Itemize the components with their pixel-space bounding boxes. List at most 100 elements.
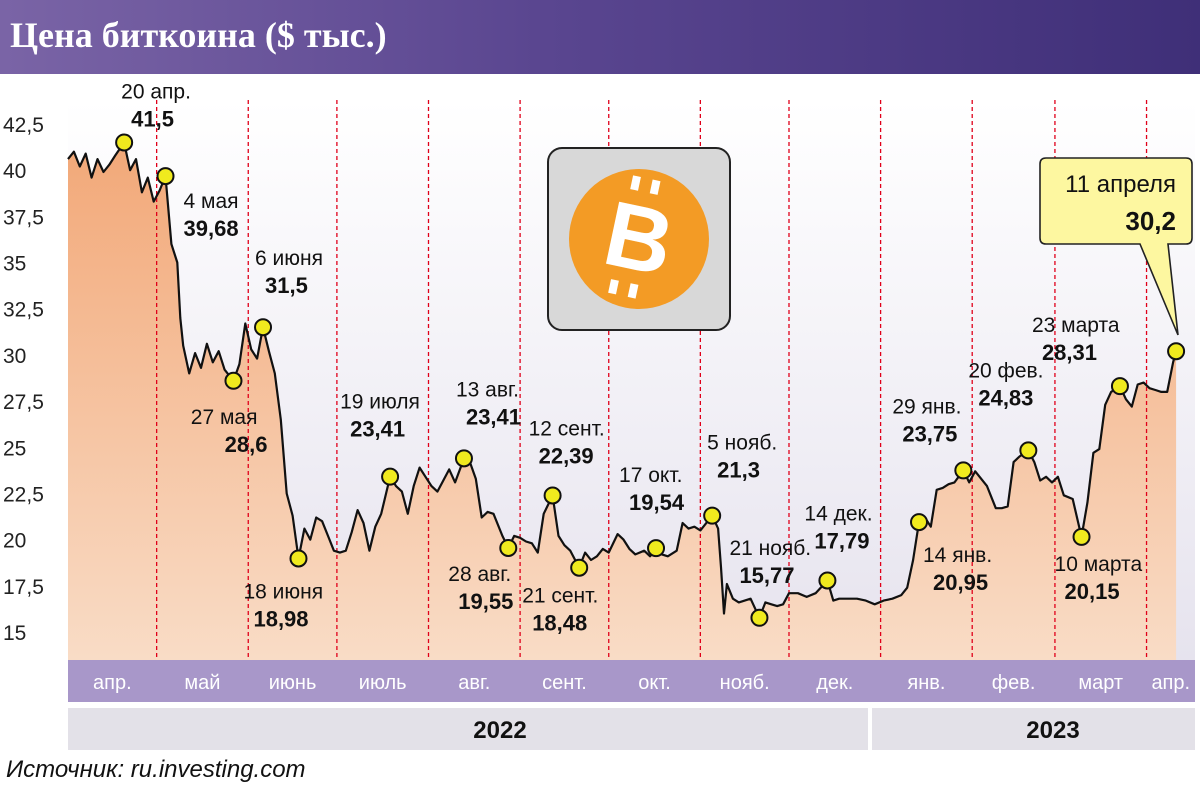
annotation-date: 5 нояб. (707, 432, 777, 455)
point-marker (499, 538, 518, 557)
annotation-value: 17,79 (814, 528, 869, 553)
annotation-value: 41,5 (131, 106, 174, 131)
month-band (68, 660, 1195, 702)
price-area (68, 142, 1177, 660)
annotation-date: 18 июня (243, 580, 323, 603)
bitcoin-stroke-bottom-right (627, 283, 639, 299)
month-label: окт. (638, 672, 671, 694)
price-line (67, 141, 1178, 619)
annotation-date: 17 окт. (619, 464, 682, 487)
month-labels: апр. май июнь июль авг. сент. окт. нояб. дек. янв… (93, 672, 1190, 694)
annotation-value: 19,54 (629, 490, 685, 515)
month-label: авг. (458, 672, 490, 694)
annotation-date: 23 марта (1032, 314, 1120, 337)
chart-title: Цена биткоина ($ тыс.) (10, 15, 387, 55)
y-tick-label: 30 (3, 345, 26, 368)
bitcoin-stroke-bottom-left (608, 279, 619, 295)
annotation-date: 21 нояб. (729, 537, 811, 560)
annotation-value: 20,15 (1065, 579, 1120, 604)
annotation-date: 20 апр. (121, 80, 191, 103)
point-marker (454, 449, 473, 468)
month-label: июль (359, 672, 407, 694)
point-marker (1019, 441, 1038, 460)
y-tick-label: 15 (3, 622, 26, 645)
annotation-date: 29 янв. (892, 395, 961, 418)
point-marker (381, 467, 400, 486)
month-label: фев. (992, 672, 1036, 694)
bitcoin-icon (569, 169, 709, 309)
bitcoin-stroke-top-right (649, 179, 661, 195)
bitcoin-logo: B (547, 147, 731, 331)
point-marker (818, 571, 837, 590)
year-label-2023: 2023 (1026, 717, 1079, 744)
y-tick-label: 42,5 (3, 114, 44, 137)
annotation-value: 23,41 (350, 417, 405, 442)
y-axis-ticks: 15 17,5 20 22,5 25 27,5 30 32,5 35 37,5 40 42,5 (3, 114, 44, 645)
point-marker (115, 133, 134, 152)
bitcoin-stroke-top-left (630, 175, 641, 191)
month-label: март (1078, 672, 1123, 694)
point-marker (750, 608, 769, 627)
annotation-value: 21,3 (717, 458, 760, 483)
annotation-value: 19,55 (458, 589, 513, 614)
annotation-value: 28,6 (225, 432, 268, 457)
point-marker (703, 506, 722, 525)
annotation-value: 15,77 (739, 563, 794, 588)
latest-price-callout: 11 апреля 30,2 (1039, 157, 1193, 336)
y-tick-label: 27,5 (3, 391, 44, 414)
annotation-date: 14 дек. (804, 502, 872, 525)
point-marker (910, 513, 929, 532)
annotation-date: 27 мая (191, 406, 258, 429)
annotation-value: 23,41 (466, 404, 521, 429)
annotation-value: 23,75 (902, 421, 957, 446)
annotation-value: 39,68 (184, 216, 239, 241)
month-label: янв. (907, 672, 945, 694)
annotation-date: 4 мая (184, 190, 239, 213)
callout-date: 11 апреля (1065, 171, 1176, 198)
annotation-date: 10 марта (1055, 553, 1143, 576)
annotation-date: 28 авг. (448, 563, 511, 586)
point-marker (647, 539, 666, 558)
annotation-value: 22,39 (539, 443, 594, 468)
month-label: май (184, 672, 220, 694)
point-marker (543, 486, 562, 505)
y-tick-label: 40 (3, 160, 26, 183)
month-label: апр. (1151, 672, 1190, 694)
y-tick-label: 37,5 (3, 206, 44, 229)
y-tick-label: 17,5 (3, 576, 44, 599)
annotation-date: 21 сент. (522, 585, 598, 608)
annotation-value: 28,31 (1042, 340, 1097, 365)
month-label: апр. (93, 672, 132, 694)
year-label-2022: 2022 (473, 717, 526, 744)
y-tick-label: 20 (3, 530, 26, 553)
annotation-value: 18,98 (253, 606, 308, 631)
y-tick-label: 22,5 (3, 483, 44, 506)
point-marker (1167, 342, 1186, 361)
y-tick-label: 25 (3, 437, 26, 460)
annotation-date: 19 июля (340, 391, 420, 414)
point-marker (1110, 377, 1129, 396)
annotation-date: 13 авг. (456, 378, 519, 401)
month-label: сент. (542, 672, 587, 694)
annotations: 20 апр. 41,5 4 мая 39,68 27 мая 28,6 6 июня 31,… (121, 80, 1142, 635)
annotation-date: 14 янв. (923, 544, 992, 567)
annotation-date: 20 фев. (968, 359, 1043, 382)
month-label: дек. (816, 672, 853, 694)
annotation-value: 31,5 (265, 273, 308, 298)
source-note: Источник: ru.investing.com (6, 756, 306, 783)
month-label: нояб. (720, 672, 770, 694)
callout-box (1039, 157, 1193, 336)
point-marker (1072, 527, 1091, 546)
point-marker (289, 549, 308, 568)
annotation-value: 18,48 (532, 611, 587, 636)
annotation-value: 24,83 (978, 385, 1033, 410)
annotation-date: 6 июня (255, 247, 323, 270)
point-markers (115, 133, 1186, 627)
annotation-value: 20,95 (933, 570, 988, 595)
y-tick-label: 32,5 (3, 299, 44, 322)
year-band-2023 (872, 708, 1195, 750)
header-bar: Цена биткоина ($ тыс.) (0, 0, 1200, 74)
point-marker (224, 371, 243, 390)
